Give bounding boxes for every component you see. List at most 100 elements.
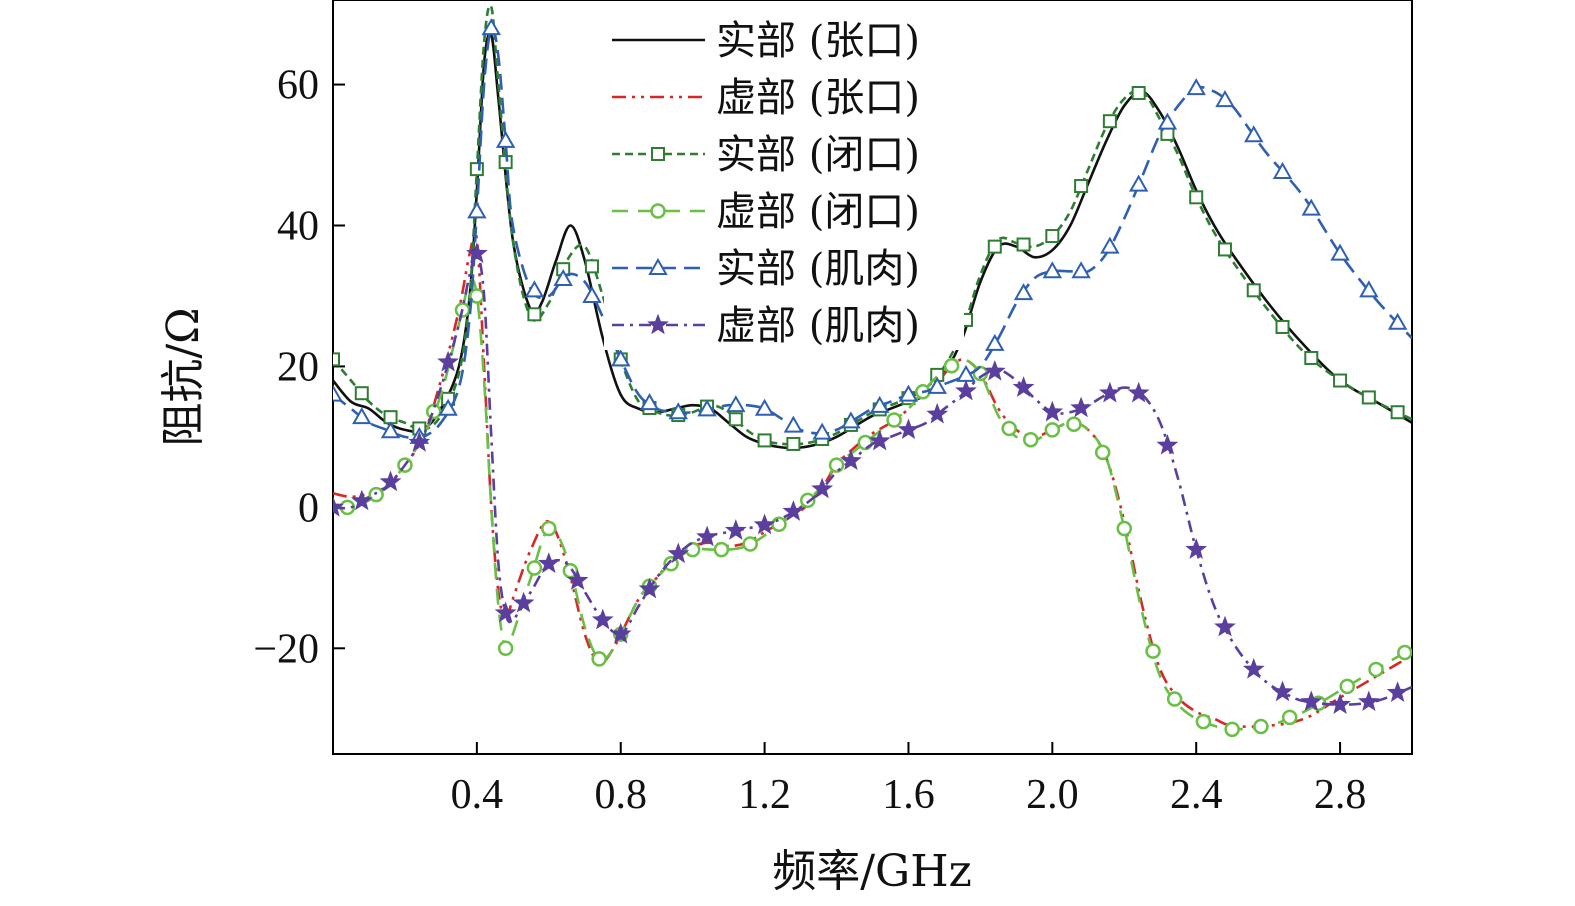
series-point [541, 520, 557, 537]
series-point [753, 513, 776, 535]
series-point [524, 280, 545, 298]
series-point [638, 577, 661, 599]
legend-label: 虚部 (肌肉) [716, 303, 920, 349]
legend-label: 实部 (闭口) [716, 132, 920, 178]
legend-item: 虚部 (闭口) [612, 189, 920, 235]
series-point [1246, 283, 1261, 298]
series-point [697, 399, 717, 417]
legend-marker [647, 313, 669, 335]
series-point [1361, 390, 1376, 405]
series-point [1397, 644, 1412, 661]
y-tick-label: 60 [277, 63, 319, 109]
series-point [582, 285, 602, 303]
series-point [1390, 405, 1405, 420]
series-point [1242, 657, 1265, 679]
series-point [1214, 615, 1236, 637]
y-tick-label: −20 [253, 626, 319, 672]
series-point [754, 398, 775, 416]
series-point [1166, 691, 1183, 707]
series-point [868, 429, 891, 451]
series-line [333, 230, 1412, 728]
series-point [1116, 520, 1133, 537]
series-point [1186, 78, 1206, 96]
series-point [897, 418, 920, 440]
series-point [1066, 416, 1082, 432]
series-point [1012, 376, 1035, 397]
series-point [1156, 433, 1179, 455]
series-point [786, 436, 801, 451]
series-point [667, 542, 690, 564]
series-point [1041, 400, 1064, 422]
legend-label: 虚部 (闭口) [716, 189, 920, 235]
series-point [379, 470, 402, 492]
x-tick-label: 2.4 [1170, 772, 1223, 818]
series-point [728, 412, 743, 427]
series-point [783, 415, 804, 433]
series-point [1300, 690, 1323, 712]
series-point [611, 349, 631, 367]
x-axis-label: 频率/GHz [772, 846, 972, 897]
series-point [333, 352, 340, 367]
series-point [537, 552, 560, 573]
series-point [591, 608, 614, 630]
series-point [1339, 678, 1356, 695]
series-point [1281, 709, 1298, 726]
series-point [380, 421, 401, 439]
series-point [724, 519, 747, 540]
series-point [1044, 422, 1061, 438]
series-point [1127, 381, 1150, 403]
series-point [869, 395, 890, 413]
series-point [467, 201, 487, 219]
series-point [1244, 125, 1264, 143]
series-point [668, 402, 689, 420]
series-point [352, 407, 372, 425]
series-point [987, 239, 1002, 254]
series-point [469, 162, 484, 177]
series-point [800, 492, 816, 509]
series-point [1189, 190, 1204, 205]
series-point [1128, 174, 1149, 192]
legend-label: 实部 (张口) [716, 18, 920, 64]
x-tick-label: 2.0 [1026, 772, 1079, 818]
series-point [1102, 114, 1117, 129]
legend: 实部 (张口) 虚部 (张口) 实部 (闭口) 虚部 (闭口) 实部 (肌肉) 虚部 (肌… [604, 14, 964, 350]
series-point [757, 433, 772, 448]
series-point [1042, 261, 1063, 279]
series-point [726, 395, 746, 413]
series-point [1157, 112, 1178, 130]
series-point [481, 18, 501, 36]
series-虚部-肌肉 [333, 242, 1412, 714]
series-point [1215, 90, 1235, 108]
series-point [943, 357, 960, 374]
series-point [333, 495, 344, 517]
series-point [886, 412, 902, 428]
y-tick-label: 20 [277, 344, 319, 390]
legend-marker [650, 203, 666, 219]
series-point [466, 242, 488, 263]
axis-ticks: 0.4 0.8 1.2 1.6 2.0 2.4 2.8 −20 0 20 40 60 [253, 63, 1366, 818]
series-point [1301, 198, 1322, 216]
series-point [1045, 229, 1060, 244]
legend-marker [651, 147, 665, 161]
series-point [1275, 319, 1290, 334]
plot-frame [332, 0, 1413, 755]
series-point [983, 359, 1006, 381]
series-point [354, 386, 369, 401]
series-point [512, 591, 535, 613]
series-point [1070, 396, 1092, 418]
series-point [955, 379, 977, 401]
series-point [1023, 431, 1039, 448]
series-point [742, 536, 758, 552]
legend-item: 虚部 (肌肉) [612, 303, 920, 349]
series-layer [333, 4, 1412, 738]
series-point [1224, 721, 1240, 738]
y-tick-label: 40 [277, 203, 319, 249]
series-point [527, 307, 542, 322]
x-tick-label: 1.2 [738, 772, 791, 818]
series-point [1333, 373, 1348, 388]
series-point [771, 516, 787, 533]
legend-marker [648, 257, 668, 275]
series-point [566, 569, 589, 590]
series-point [1387, 312, 1408, 330]
series-point [1100, 236, 1120, 254]
